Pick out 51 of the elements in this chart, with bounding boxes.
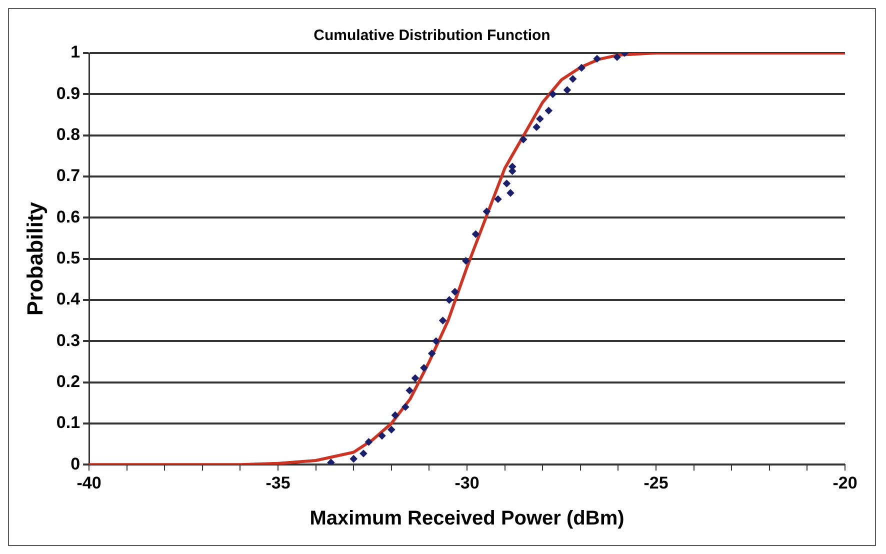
x-tick-label: -25 <box>644 473 668 492</box>
point <box>327 458 335 465</box>
y-tick-label: 0.9 <box>56 84 80 103</box>
point <box>451 288 459 296</box>
point <box>392 412 399 419</box>
point <box>420 364 428 372</box>
y-tick-label: 0.2 <box>56 372 80 391</box>
point <box>350 455 358 463</box>
point <box>520 136 528 144</box>
point <box>406 386 414 394</box>
x-tick-label: -40 <box>76 473 102 492</box>
point <box>549 90 557 98</box>
y-tick-label: 0.8 <box>56 125 80 144</box>
y-tick-label: 1 <box>70 42 80 62</box>
point <box>462 257 470 265</box>
point <box>563 86 571 94</box>
y-axis-title: Probability <box>22 201 48 316</box>
x-tick-label: -30 <box>454 473 480 492</box>
point <box>544 106 552 114</box>
point <box>432 337 440 345</box>
point <box>506 189 514 197</box>
point <box>494 195 502 203</box>
point <box>472 230 480 238</box>
y-tick-label: 0.4 <box>56 290 81 309</box>
point <box>428 350 436 358</box>
point <box>439 316 447 324</box>
point <box>613 53 621 61</box>
point <box>593 55 601 62</box>
point <box>446 296 453 304</box>
point <box>503 180 510 188</box>
point <box>569 75 577 83</box>
point <box>578 64 586 72</box>
point <box>402 403 410 411</box>
y-tick-label: 0.3 <box>56 330 80 350</box>
point <box>532 123 540 131</box>
point <box>388 426 396 434</box>
y-tick-label: 0.1 <box>56 413 80 432</box>
y-tick-label: 0 <box>70 454 80 474</box>
x-tick-label: -35 <box>266 473 290 492</box>
point <box>482 208 490 216</box>
point <box>412 374 419 382</box>
y-tick-label: 0.5 <box>56 248 80 268</box>
point <box>365 438 372 446</box>
y-tick-label: 0.6 <box>56 207 80 226</box>
point <box>360 450 368 458</box>
chart-title: Cumulative Distribution Function <box>314 27 550 44</box>
x-tick-label: -20 <box>832 473 858 492</box>
x-axis-title: Maximum Received Power (dBm) <box>310 508 624 530</box>
y-tick-label: 0.7 <box>56 166 80 186</box>
point <box>536 115 544 123</box>
point <box>378 432 386 440</box>
